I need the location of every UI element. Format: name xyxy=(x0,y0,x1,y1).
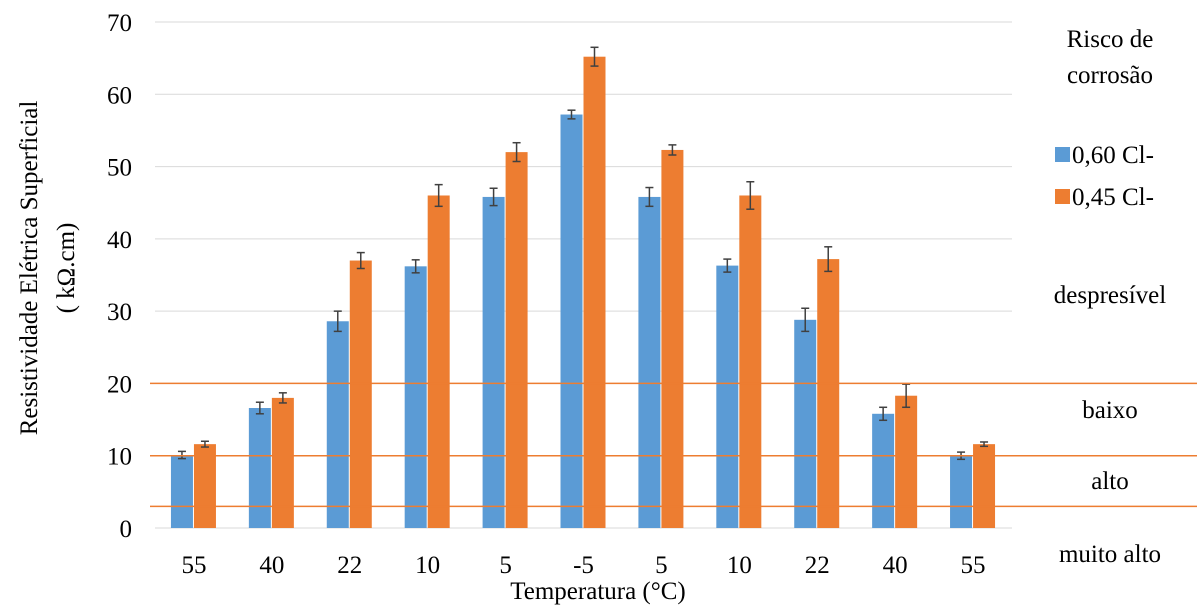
bar xyxy=(271,397,294,528)
x-tick-label: 40 xyxy=(259,552,284,579)
bar xyxy=(895,395,918,528)
legend-label-0-45: 0,45 Cl- xyxy=(1072,184,1154,211)
x-tick-label: 5 xyxy=(499,552,512,579)
bar xyxy=(583,56,606,528)
y-tick-label: 60 xyxy=(107,82,132,109)
y-tick-label: 40 xyxy=(107,227,132,254)
bar xyxy=(560,114,583,529)
legend-title-line-2: corrosão xyxy=(1067,62,1153,89)
y-axis-label: Resistividade Elétrica Superficial xyxy=(16,101,43,436)
bar xyxy=(638,196,661,528)
x-tick-label: -5 xyxy=(573,552,594,579)
bar xyxy=(193,444,216,528)
bar xyxy=(326,321,349,528)
x-tick-label: 10 xyxy=(727,552,752,579)
risk-label-muito-alto: muito alto xyxy=(1059,541,1161,568)
x-axis-label: Temperatura (°C) xyxy=(510,578,686,605)
bar xyxy=(170,454,193,528)
risk-label-desprezivel: despresível xyxy=(1054,282,1167,309)
y-tick-label: 30 xyxy=(107,299,132,326)
bar xyxy=(661,149,684,528)
x-tick-label: 55 xyxy=(181,552,206,579)
legend-swatch-0-45 xyxy=(1055,189,1070,204)
bar xyxy=(505,152,528,528)
bar xyxy=(739,195,762,528)
risk-zone-lines xyxy=(150,382,1197,508)
x-tick-label: 22 xyxy=(805,552,830,579)
legend: Risco de corrosão 0,60 Cl- 0,45 Cl- xyxy=(1055,26,1154,211)
bar xyxy=(427,195,450,528)
y-axis-unit: ( kΩ.cm) xyxy=(53,223,80,314)
bar xyxy=(817,259,840,528)
x-tick-labels: 55 40 22 10 5 -5 5 10 22 40 55 xyxy=(181,552,985,579)
y-tick-labels: 0 10 20 30 40 50 60 70 xyxy=(107,10,132,543)
bar xyxy=(248,408,271,528)
y-tick-label: 70 xyxy=(107,10,132,37)
y-tick-label: 0 xyxy=(120,516,133,543)
y-tick-label: 10 xyxy=(107,444,132,471)
risk-zone-labels: despresível baixo alto muito alto xyxy=(1054,282,1167,568)
error-bars xyxy=(177,46,989,461)
bar xyxy=(973,444,996,528)
legend-swatch-0-60 xyxy=(1055,147,1070,162)
x-tick-label: 22 xyxy=(337,552,362,579)
y-tick-label: 50 xyxy=(107,155,132,182)
legend-label-0-60: 0,60 Cl- xyxy=(1072,142,1154,169)
x-tick-label: 10 xyxy=(415,552,440,579)
bar xyxy=(872,413,895,528)
risk-label-alto: alto xyxy=(1091,468,1129,495)
bar xyxy=(482,196,505,528)
bar xyxy=(794,319,817,528)
x-tick-label: 55 xyxy=(961,552,986,579)
risk-label-baixo: baixo xyxy=(1082,397,1138,424)
bar xyxy=(716,265,739,528)
bar xyxy=(404,266,427,528)
bar xyxy=(950,455,973,528)
legend-title-line-1: Risco de xyxy=(1067,26,1154,53)
x-tick-label: 40 xyxy=(883,552,908,579)
x-tick-label: 5 xyxy=(655,552,668,579)
y-tick-label: 20 xyxy=(107,371,132,398)
bar xyxy=(349,260,372,528)
bars xyxy=(170,56,996,529)
